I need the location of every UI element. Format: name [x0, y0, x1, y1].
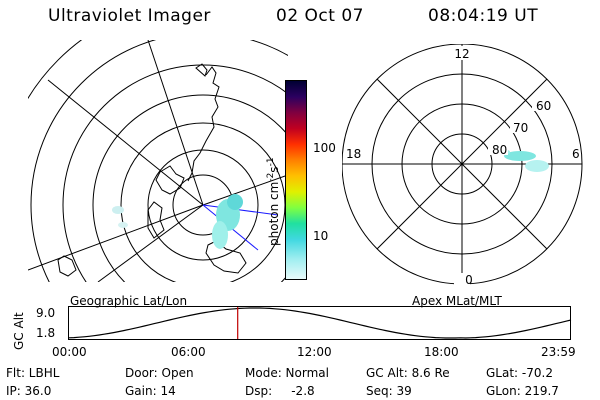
meridian-line: [202, 174, 288, 206]
mlt-label-18: 18: [346, 147, 361, 161]
mlat-label-80: 80: [492, 143, 507, 157]
x-tick-1200: 12:00: [297, 345, 332, 359]
x-tick-2359: 23:59: [541, 345, 576, 359]
mlt-panel-label: Apex MLat/MLT: [412, 294, 502, 308]
mlt-label-0: 0: [465, 273, 473, 287]
aurora-emission: [112, 194, 243, 249]
meridian-line-blue: [202, 204, 279, 216]
meridian-line: [47, 79, 204, 206]
geographic-panel-label: Geographic Lat/Lon: [70, 294, 188, 308]
lat-circle: [92, 94, 288, 282]
coastline: [57, 255, 77, 277]
meridian-line: [97, 204, 204, 282]
time-label: 08:04:19 UT: [428, 6, 539, 26]
altitude-curve: [68, 307, 572, 339]
info-gcalt: GC Alt: 8.6 Re: [366, 366, 450, 380]
info-dsp: Dsp: -2.8: [245, 384, 315, 398]
colorbar-tick-100: 100: [313, 141, 336, 155]
date-label: 02 Oct 07: [276, 6, 364, 26]
mlat-label-60: 60: [536, 99, 551, 113]
colorbar: [285, 80, 307, 280]
lat-circle: [30, 40, 288, 282]
mlat-label-70: 70: [513, 121, 528, 135]
colorbar-unit-label: photon cm-2s-1: [266, 157, 281, 246]
colorbar-tick-10: 10: [313, 229, 329, 243]
altitude-ylabel: GC Alt: [12, 312, 26, 350]
app-title: Ultraviolet Imager: [48, 6, 211, 26]
x-tick-1800: 18:00: [424, 345, 459, 359]
altitude-plot: [68, 306, 572, 340]
info-seq: Seq: 39: [366, 384, 412, 398]
meridian-line: [147, 40, 204, 206]
lat-circle: [28, 40, 83, 100]
info-glat: GLat: -70.2: [486, 366, 553, 380]
coastline: [147, 201, 165, 239]
info-glon: GLon: 219.7: [486, 384, 559, 398]
mlt-label-12: 12: [454, 47, 469, 61]
meridian-line: [28, 204, 204, 271]
altitude-ymax: 9.0: [36, 306, 56, 320]
x-tick-0600: 06:00: [171, 345, 206, 359]
geographic-map: [28, 40, 288, 282]
info-flt: Flt: LBHL: [6, 366, 60, 380]
coastline: [155, 165, 185, 195]
mlt-label-6: 6: [572, 147, 580, 161]
mlt-polar-plot: 12 0 18 6 60 70 80: [342, 44, 583, 287]
info-ip: IP: 36.0: [6, 384, 52, 398]
coastline: [187, 66, 220, 182]
info-door: Door: Open: [125, 366, 194, 380]
x-tick-0000: 00:00: [52, 345, 87, 359]
coastline: [195, 63, 208, 77]
info-mode: Mode: Normal: [245, 366, 329, 380]
altitude-plot-frame: [68, 306, 571, 340]
altitude-ymin: 1.8: [36, 326, 56, 340]
info-gain: Gain: 14: [125, 384, 176, 398]
polar-diagonal: [376, 78, 548, 250]
lat-circle: [147, 149, 259, 261]
